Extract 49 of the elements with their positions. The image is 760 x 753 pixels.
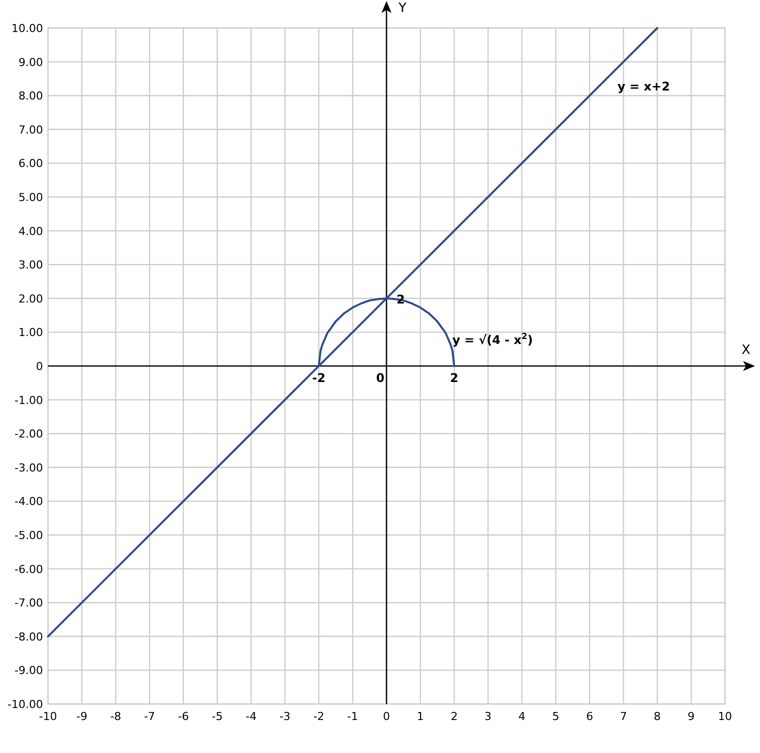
x-tick-label: -4: [246, 710, 257, 723]
x-tick-label: -10: [39, 710, 57, 723]
y-tick-label: -4.00: [14, 495, 43, 508]
annotation: 2: [450, 371, 458, 385]
x-tick-label: 10: [718, 710, 732, 723]
y-tick-label: -7.00: [14, 596, 43, 610]
y-tick-label: -9.00: [14, 664, 43, 678]
annotation: -2: [312, 371, 326, 385]
y-tick-label: 8.00: [18, 90, 43, 103]
y-tick-label: -8.00: [14, 630, 43, 644]
y-tick-label: 4.00: [18, 224, 43, 238]
x-tick-label: 6: [586, 710, 594, 723]
y-tick-label: -1.00: [14, 394, 43, 407]
x-tick-label: 1: [416, 710, 424, 723]
y-tick-label: -2.00: [14, 428, 43, 441]
series-label: y = x+2: [618, 80, 670, 94]
x-tick-label: -8: [110, 710, 122, 723]
y-tick-label: -6.00: [14, 562, 43, 576]
x-tick-label: -6: [178, 710, 189, 723]
x-tick-label: -2: [313, 710, 324, 723]
y-tick-label: 3.00: [18, 258, 43, 272]
y-tick-label: 6.00: [18, 157, 43, 170]
x-tick-label: -5: [212, 710, 223, 723]
x-tick-label: 2: [450, 710, 458, 723]
x-tick-label: -7: [144, 710, 156, 723]
x-tick-label: -9: [76, 710, 88, 723]
y-tick-label: 7.00: [18, 123, 43, 136]
x-tick-label: 3: [484, 710, 492, 723]
x-tick-label: 8: [654, 710, 661, 723]
x-tick-label: 9: [688, 710, 695, 723]
y-tick-label: 2.00: [18, 292, 43, 306]
y-tick-label: -5.00: [14, 529, 43, 542]
x-tick-label: 0: [383, 710, 390, 723]
x-tick-label: 4: [518, 710, 526, 723]
x-tick-label: -3: [279, 710, 290, 723]
x-axis-title: X: [742, 343, 751, 358]
y-tick-label: 9.00: [18, 56, 43, 69]
x-tick-label: 7: [620, 710, 627, 723]
y-tick-label: -3.00: [14, 461, 43, 474]
y-tick-label: 0: [36, 360, 43, 373]
x-tick-label: 5: [552, 710, 560, 723]
x-tick-label: -1: [347, 710, 358, 723]
y-tick-label: 10.00: [12, 22, 43, 35]
series-label: y = √(4 - x$^{2}$): [452, 330, 533, 347]
y-axis-title: Y: [398, 1, 406, 16]
y-tick-label: -10.00: [8, 698, 43, 711]
y-tick-label: 5.00: [18, 191, 43, 204]
y-tick-label: 1.00: [18, 326, 43, 340]
annotation: 0: [376, 371, 384, 385]
